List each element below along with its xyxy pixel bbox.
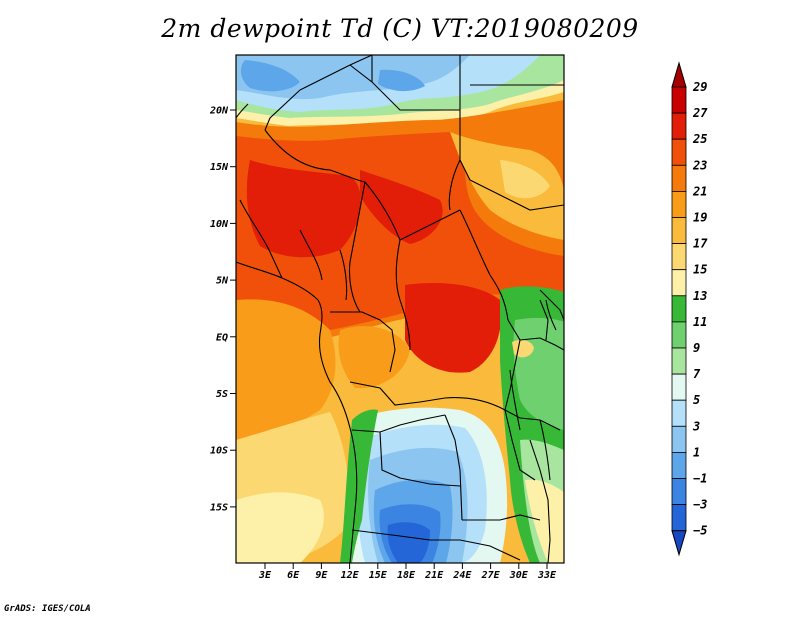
colorbar-segment	[671, 190, 687, 218]
map-title: 2m dewpoint Td (C) VT:2019080209	[161, 14, 639, 43]
colorbar-segment	[671, 478, 687, 506]
colorbar-label: 9	[693, 341, 700, 355]
lat-label: 10N	[210, 219, 229, 230]
colorbar-label: 3	[692, 419, 700, 433]
colorbar-segment	[671, 138, 687, 166]
lat-label: 20N	[209, 106, 229, 117]
colorbar-label: 23	[692, 158, 707, 172]
colorbar-label: 27	[692, 106, 708, 120]
colorbar-label: 7	[693, 367, 701, 381]
colorbar-segment	[671, 373, 687, 401]
dewpoint-field	[236, 55, 564, 563]
colorbar: 29 27 25 23 21 19 17 15 13 11 9 7 5 3 1 −1 −3 −5	[671, 61, 708, 557]
longitude-axis: 3E 6E 9E 12E 15E 18E 21E 24E 27E 30E 33E	[258, 563, 557, 581]
colorbar-label: 13	[693, 289, 707, 303]
latitude-axis: 20N 15N 10N 5N EQ 5S 10S 15S	[209, 106, 236, 513]
lat-label: EQ	[216, 332, 228, 343]
lon-label: 21E	[424, 570, 444, 581]
colorbar-segment	[671, 399, 687, 427]
colorbar-label: 21	[692, 184, 707, 198]
map-borders	[236, 55, 564, 563]
colorbar-label: 25	[692, 132, 707, 146]
colorbar-segment	[671, 425, 687, 453]
colorbar-top-arrow	[671, 61, 687, 88]
colorbar-label: −5	[693, 524, 707, 538]
lat-label: 5N	[216, 276, 229, 287]
colorbar-label: 5	[693, 393, 700, 407]
colorbar-label: 11	[693, 315, 707, 329]
colorbar-segment	[671, 269, 687, 297]
lon-label: 30E	[509, 570, 529, 581]
lat-label: 15N	[210, 162, 229, 173]
colorbar-bottom-arrow	[671, 530, 687, 557]
colorbar-segment	[671, 217, 687, 245]
colorbar-segment	[671, 504, 687, 532]
lat-label: 5S	[216, 389, 228, 400]
colorbar-segment	[671, 295, 687, 323]
colorbar-label: −1	[693, 472, 707, 486]
colorbar-segment	[671, 321, 687, 349]
colorbar-segment	[671, 112, 687, 140]
colorbar-label: 15	[693, 263, 707, 277]
colorbar-label: 29	[692, 80, 707, 94]
lon-label: 24E	[452, 570, 472, 581]
colorbar-segment	[671, 347, 687, 375]
colorbar-segment	[671, 86, 687, 114]
lon-label: 3E	[258, 570, 272, 581]
lon-label: 9E	[315, 570, 328, 581]
lon-label: 12E	[341, 570, 360, 581]
colorbar-segment	[671, 243, 687, 271]
lon-label: 27E	[481, 570, 501, 581]
colorbar-segment	[671, 451, 687, 479]
lon-label: 18E	[397, 570, 416, 581]
lon-label: 6E	[287, 570, 300, 581]
colorbar-segment	[671, 164, 687, 192]
lon-label: 15E	[369, 570, 388, 581]
map-frame	[235, 54, 565, 564]
lon-label: 33E	[537, 570, 557, 581]
colorbar-label: 17	[693, 237, 708, 251]
lat-label: 15S	[210, 502, 228, 513]
colorbar-label: 1	[693, 445, 700, 459]
colorbar-label: 19	[693, 211, 707, 225]
grads-credit: GrADS: IGES/COLA	[4, 604, 91, 614]
lat-label: 10S	[210, 446, 228, 457]
colorbar-label: −3	[693, 498, 707, 512]
